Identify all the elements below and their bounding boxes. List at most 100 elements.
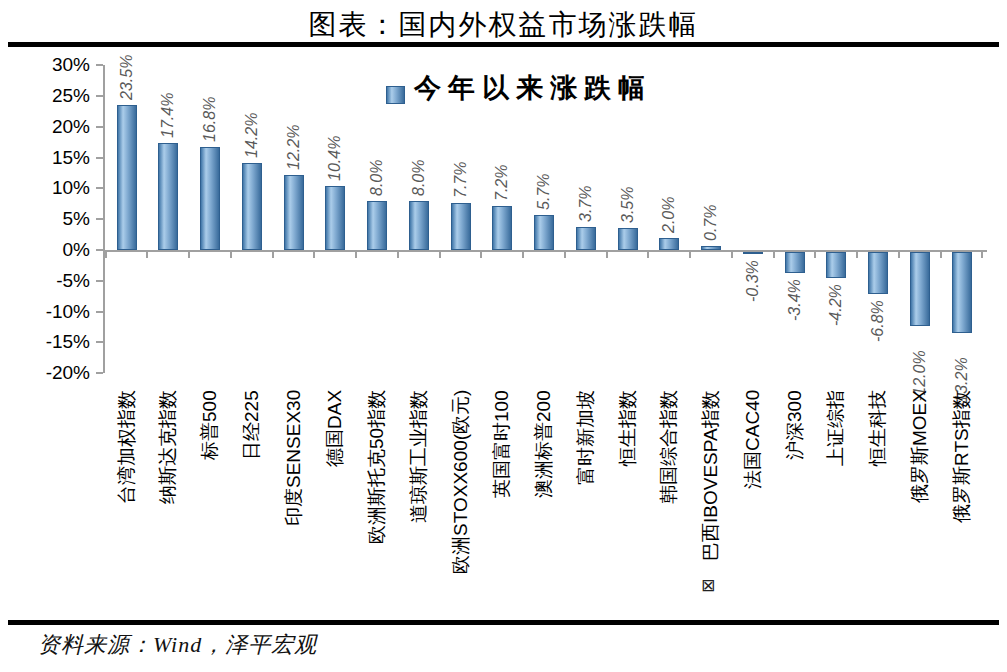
category-label: 恒生科技 [868, 390, 887, 466]
x-tick-mark [188, 250, 190, 258]
category-label: 法国CAC40 [743, 390, 762, 489]
category-label: 欧洲STOXX600(欧元) [451, 390, 470, 574]
chart-legend: 今年以来涨跌幅 [386, 70, 652, 106]
bar-value-label: -4.2% [828, 284, 844, 326]
bar [409, 201, 429, 250]
x-tick-mark [480, 250, 482, 258]
bar-value-label: -6.8% [870, 300, 886, 342]
bar-value-label: 2.0% [661, 196, 677, 232]
x-tick-mark [689, 250, 691, 258]
x-tick-mark [146, 250, 148, 258]
bar-value-label: 8.0% [369, 159, 385, 195]
x-tick-mark [981, 250, 983, 258]
x-tick-mark [397, 250, 399, 258]
bar [576, 227, 596, 250]
category-label: 俄罗斯MOEX [910, 390, 929, 503]
bar [826, 252, 846, 278]
x-tick-mark [898, 250, 900, 258]
x-tick-mark [773, 250, 775, 258]
bar [242, 163, 262, 250]
y-tick-label: 25% [10, 85, 90, 107]
bar [158, 143, 178, 250]
y-tick-mark [96, 341, 103, 343]
x-tick-mark [940, 250, 942, 258]
y-tick-label: -10% [10, 301, 90, 323]
bar-value-label: 0.7% [703, 204, 719, 240]
category-label: 巴西IBOVESPA指数 [701, 390, 720, 561]
x-tick-mark [313, 250, 315, 258]
bar-value-label: 7.2% [494, 164, 510, 200]
bar [701, 246, 721, 250]
x-tick-mark [814, 250, 816, 258]
x-tick-mark [856, 250, 858, 258]
y-tick-mark [96, 372, 103, 374]
y-axis-line [103, 65, 105, 373]
category-label: 日经225 [242, 390, 261, 460]
bar [743, 252, 763, 254]
bar [325, 186, 345, 250]
bar-value-label: 8.0% [411, 159, 427, 195]
category-label: 欧洲斯托克50指数 [367, 390, 386, 544]
y-tick-mark [96, 311, 103, 313]
bar [284, 175, 304, 250]
category-label: 澳洲标普200 [534, 390, 553, 498]
bar-value-label: -3.4% [787, 279, 803, 321]
x-tick-mark [439, 250, 441, 258]
bar [367, 201, 387, 250]
x-tick-mark [606, 250, 608, 258]
y-tick-mark [96, 249, 103, 251]
bar-value-label: 16.8% [202, 96, 218, 141]
bar [117, 105, 137, 250]
category-label: 俄罗斯RTS指数 [952, 390, 971, 523]
category-label: 韩国综合指数 [659, 390, 678, 504]
bar [785, 252, 805, 273]
bar-value-label: 23.5% [119, 55, 135, 100]
category-label: 印度SENSEX30 [284, 390, 303, 526]
bar-value-label: -0.3% [745, 260, 761, 302]
y-tick-label: -15% [10, 331, 90, 353]
category-label: 德国DAX [325, 390, 344, 467]
bar [200, 147, 220, 250]
bar [534, 215, 554, 250]
bar [492, 206, 512, 250]
y-tick-label: 0% [10, 239, 90, 261]
legend-series-label: 今年以来涨跌幅 [414, 70, 652, 106]
bar [868, 252, 888, 294]
x-axis-baseline [103, 250, 987, 252]
y-tick-label: 5% [10, 208, 90, 230]
bar-value-label: 12.2% [286, 124, 302, 169]
bar-value-label: 3.7% [578, 186, 594, 222]
chart-figure: 图表：国内外权益市场涨跌幅 30%25%20%15%10%5%0%-5%-10%… [0, 0, 1007, 672]
x-tick-mark [230, 250, 232, 258]
x-tick-mark [647, 250, 649, 258]
y-tick-label: 10% [10, 177, 90, 199]
broken-image-icon: ⊠ [701, 575, 715, 596]
category-label: 道琼斯工业指数 [409, 390, 428, 523]
y-tick-label: 20% [10, 116, 90, 138]
y-tick-mark [96, 64, 103, 66]
y-tick-mark [96, 126, 103, 128]
category-label: 沪深300 [785, 390, 804, 460]
bar [910, 252, 930, 326]
bottom-divider [8, 620, 999, 625]
source-attribution: 资料来源：Wind，泽平宏观 [38, 630, 317, 660]
bar-value-label: 17.4% [160, 92, 176, 137]
x-tick-mark [731, 250, 733, 258]
x-tick-mark [355, 250, 357, 258]
y-tick-label: -5% [10, 270, 90, 292]
y-tick-label: 30% [10, 54, 90, 76]
y-tick-label: 15% [10, 147, 90, 169]
y-tick-mark [96, 157, 103, 159]
category-label: 纳斯达克指数 [158, 390, 177, 504]
x-tick-mark [564, 250, 566, 258]
y-tick-mark [96, 280, 103, 282]
category-label: 富时新加坡 [576, 390, 595, 485]
category-label: 恒生指数 [618, 390, 637, 466]
y-tick-mark [96, 95, 103, 97]
bar [659, 238, 679, 250]
category-label: 标普500 [200, 390, 219, 460]
bar-value-label: 14.2% [244, 112, 260, 157]
bar [451, 203, 471, 250]
legend-swatch-icon [386, 86, 405, 104]
bar [618, 228, 638, 250]
